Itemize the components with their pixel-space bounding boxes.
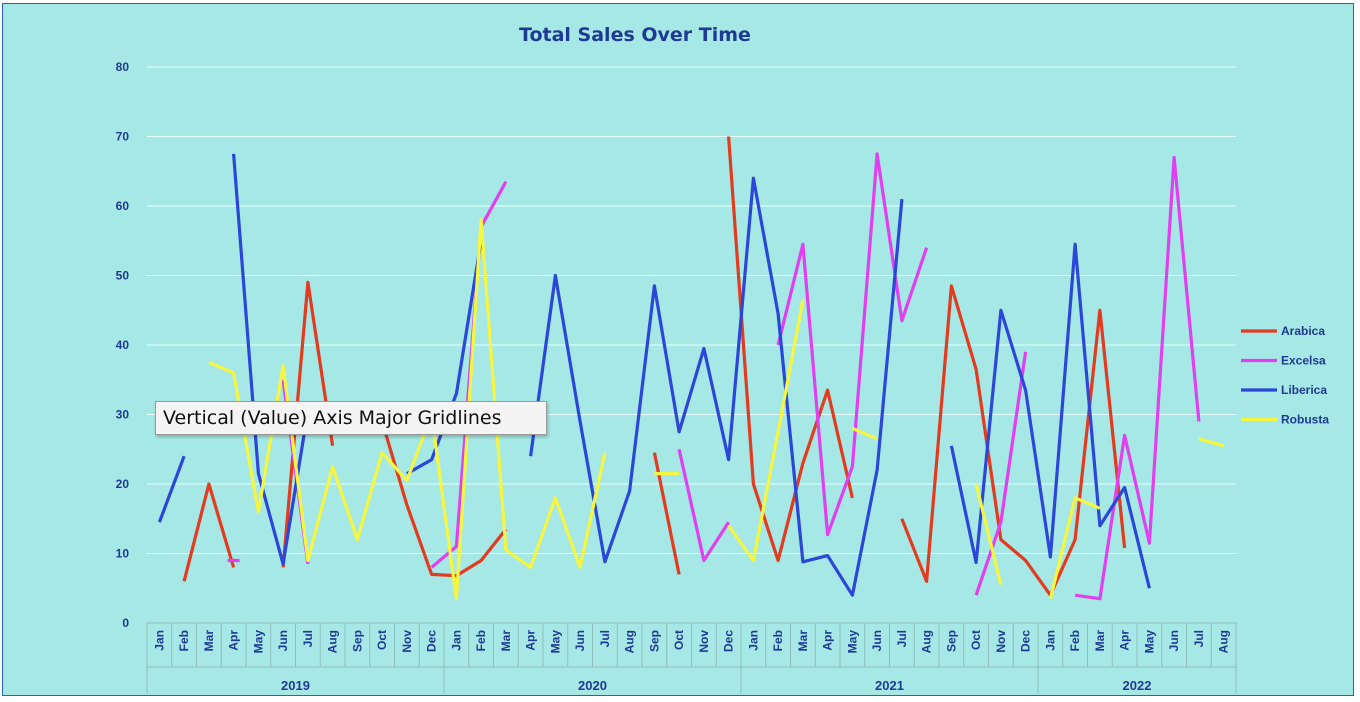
x-tick-label: Jun: [1167, 630, 1181, 651]
year-label: 2021: [875, 678, 904, 693]
x-axis: Jan Feb Mar Apr May Jun Jul Aug Sep Oct Nov Dec Jan F…: [146, 623, 1237, 694]
x-tick-label: Jul: [1192, 630, 1206, 647]
x-tick-label: Nov: [994, 630, 1008, 653]
x-tick-label: Jan: [152, 630, 166, 651]
series-lines: [157, 136, 1225, 601]
y-tick-label: 10: [116, 547, 130, 561]
x-tick-label: Aug: [920, 630, 934, 653]
gridlines[interactable]: [147, 66, 1236, 624]
y-tick-label: 70: [116, 130, 130, 144]
x-tick-label: Apr: [1118, 630, 1132, 651]
year-label: 2022: [1123, 678, 1152, 693]
x-tick-label: Sep: [647, 630, 661, 652]
x-tick-label: May: [845, 630, 859, 654]
legend-label-robusta: Robusta: [1281, 413, 1329, 427]
x-tick-label: Feb: [1068, 630, 1082, 651]
year-label: 2019: [281, 678, 310, 693]
x-tick-label: Aug: [1217, 630, 1231, 653]
x-tick-label: Feb: [771, 630, 785, 651]
year-label: 2020: [578, 678, 607, 693]
chart-title: Total Sales Over Time: [519, 24, 751, 46]
x-tick-label: May: [1142, 630, 1156, 654]
x-tick-label: Oct: [672, 630, 686, 650]
series-line-arabica[interactable]: [182, 136, 1127, 597]
x-tick-label: Feb: [474, 630, 488, 651]
x-tick-label: Nov: [400, 630, 414, 653]
y-tick-label: 40: [116, 338, 130, 352]
y-axis: 0 10 20 30 40 50 60 70 80: [116, 60, 130, 630]
x-tick-label: Jun: [276, 630, 290, 651]
x-tick-label: Oct: [969, 630, 983, 650]
x-tick-label: Mar: [499, 630, 513, 652]
x-tick-label: Mar: [1093, 630, 1107, 652]
x-tick-label: Dec: [425, 630, 439, 652]
x-tick-label: Jun: [573, 630, 587, 651]
legend-label-liberica: Liberica: [1281, 383, 1327, 397]
y-tick-label: 80: [116, 60, 130, 74]
legend-label-excelsa: Excelsa: [1281, 354, 1326, 368]
x-tick-label: Jul: [598, 630, 612, 647]
x-tick-label: Jan: [449, 630, 463, 651]
gridlines-tooltip: Vertical (Value) Axis Major Gridlines: [155, 401, 547, 435]
x-tick-label: Aug: [326, 630, 340, 653]
y-tick-label: 20: [116, 477, 130, 491]
x-tick-label: Jul: [895, 630, 909, 647]
x-tick-label: Mar: [796, 630, 810, 652]
x-tick-label: Sep: [944, 630, 958, 652]
x-tick-label: May: [251, 630, 265, 654]
x-tick-label: Jul: [301, 630, 315, 647]
x-tick-label: Feb: [177, 630, 191, 651]
series-line-robusta[interactable]: [208, 218, 1225, 601]
x-tick-label: May: [548, 630, 562, 654]
x-tick-label: Mar: [202, 630, 216, 652]
x-tick-label: Apr: [524, 630, 538, 651]
y-tick-label: 50: [116, 269, 130, 283]
x-tick-label: Oct: [375, 630, 389, 650]
line-chart[interactable]: Total Sales Over Time 01020304050607080 …: [3, 4, 1355, 697]
chart-area[interactable]: Total Sales Over Time 0 10 20 30 40 50 60 70 80 …: [2, 3, 1354, 696]
x-tick-label: Apr: [227, 630, 241, 651]
x-tick-label: Dec: [722, 630, 736, 652]
x-tick-label: Jan: [1043, 630, 1057, 651]
x-tick-label: Jun: [870, 630, 884, 651]
legend: Arabica Excelsa Liberica Robusta: [1241, 324, 1329, 427]
x-tick-label: Aug: [623, 630, 637, 653]
x-tick-label: Apr: [821, 630, 835, 651]
y-tick-label: 0: [122, 616, 129, 630]
x-tick-label: Sep: [350, 630, 364, 652]
y-tick-label: 60: [116, 199, 130, 213]
y-tick-label: 30: [116, 408, 130, 422]
legend-label-arabica: Arabica: [1281, 324, 1325, 338]
x-tick-label: Jan: [746, 630, 760, 651]
x-tick-label: Dec: [1019, 630, 1033, 652]
x-tick-label: Nov: [697, 630, 711, 653]
